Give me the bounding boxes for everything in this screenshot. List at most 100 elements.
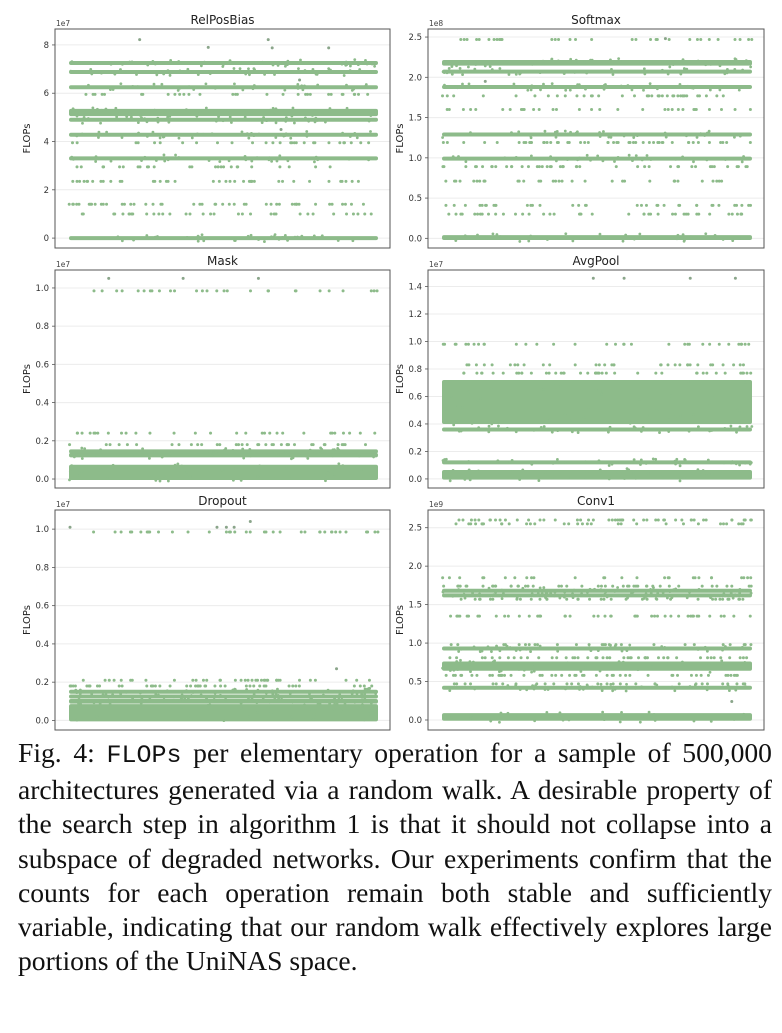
data-point [563,461,567,464]
data-point [343,702,347,706]
dense-band [69,689,378,694]
data-point [452,94,456,98]
data-point [312,234,316,238]
data-point [145,165,149,169]
data-point [67,202,71,206]
data-point [730,212,734,216]
data-point [728,61,732,65]
data-point [344,678,348,682]
data-point [538,597,542,601]
data-point [246,678,250,682]
outlier-point [327,46,331,50]
data-point [517,643,521,647]
data-point [687,429,691,433]
data-point [316,158,320,162]
data-point [493,584,497,588]
data-point [611,673,615,677]
data-point [725,584,729,588]
data-point [638,720,642,724]
data-point [185,470,188,474]
data-point [738,236,741,240]
data-point [614,643,618,647]
data-point [441,666,444,670]
data-point [165,689,169,693]
data-point [441,94,445,98]
y-tick-label: 2.0 [408,562,422,572]
data-point [313,160,316,164]
data-point [725,522,729,526]
data-point [644,595,648,598]
dense-band [69,236,378,241]
data-point [613,371,617,375]
data-point [256,710,259,714]
data-point [585,683,589,687]
data-point [312,713,316,716]
data-point [727,212,731,216]
data-point [478,662,482,666]
data-point [620,710,623,714]
data-point [668,590,672,593]
data-point [481,522,485,526]
data-point [299,58,302,62]
data-point [153,108,157,112]
data-point [464,584,468,588]
data-point [688,363,692,367]
data-point [576,682,580,686]
data-point [670,108,674,112]
y-tick-label: 2.5 [408,524,422,534]
data-point [503,156,507,160]
y-axis-label: FLOPs [395,124,406,154]
data-point [563,129,567,133]
data-point [568,37,572,41]
data-point [86,117,90,120]
data-point [99,700,103,704]
data-point [583,141,587,145]
data-point [373,431,377,435]
data-point [708,614,712,618]
data-point [567,522,571,526]
data-point [743,461,747,465]
data-point [526,165,530,169]
data-point [131,697,135,701]
data-point [213,86,217,90]
data-point [358,68,362,71]
data-point [521,212,525,216]
data-point [492,37,496,41]
data-point [119,68,122,71]
data-point [81,121,84,125]
data-point [554,673,558,677]
data-point [163,159,167,163]
data-point [129,115,133,119]
data-point [203,60,206,64]
data-point [655,408,659,412]
data-point [169,58,173,62]
data-point [333,473,336,476]
data-point [72,695,76,698]
data-point [647,165,651,169]
data-point [668,65,672,69]
data-point [132,238,135,242]
data-point [275,202,279,206]
data-point [210,454,214,457]
data-point [539,425,543,429]
data-point [217,452,221,456]
data-point [611,73,615,76]
data-point [248,448,252,451]
data-point [524,141,528,145]
data-point [71,202,75,206]
plot-title: Softmax [571,13,621,27]
data-point [563,94,567,98]
outlier-point [733,276,737,280]
data-point [168,212,172,216]
data-point [243,678,247,682]
data-point [101,165,105,169]
data-point [635,614,639,618]
data-point [695,614,699,618]
data-point [251,61,255,64]
data-point [244,431,248,435]
outlier-point [266,38,270,42]
data-point [148,456,151,460]
data-point [529,141,533,145]
data-point [373,64,377,68]
data-point [665,596,669,600]
